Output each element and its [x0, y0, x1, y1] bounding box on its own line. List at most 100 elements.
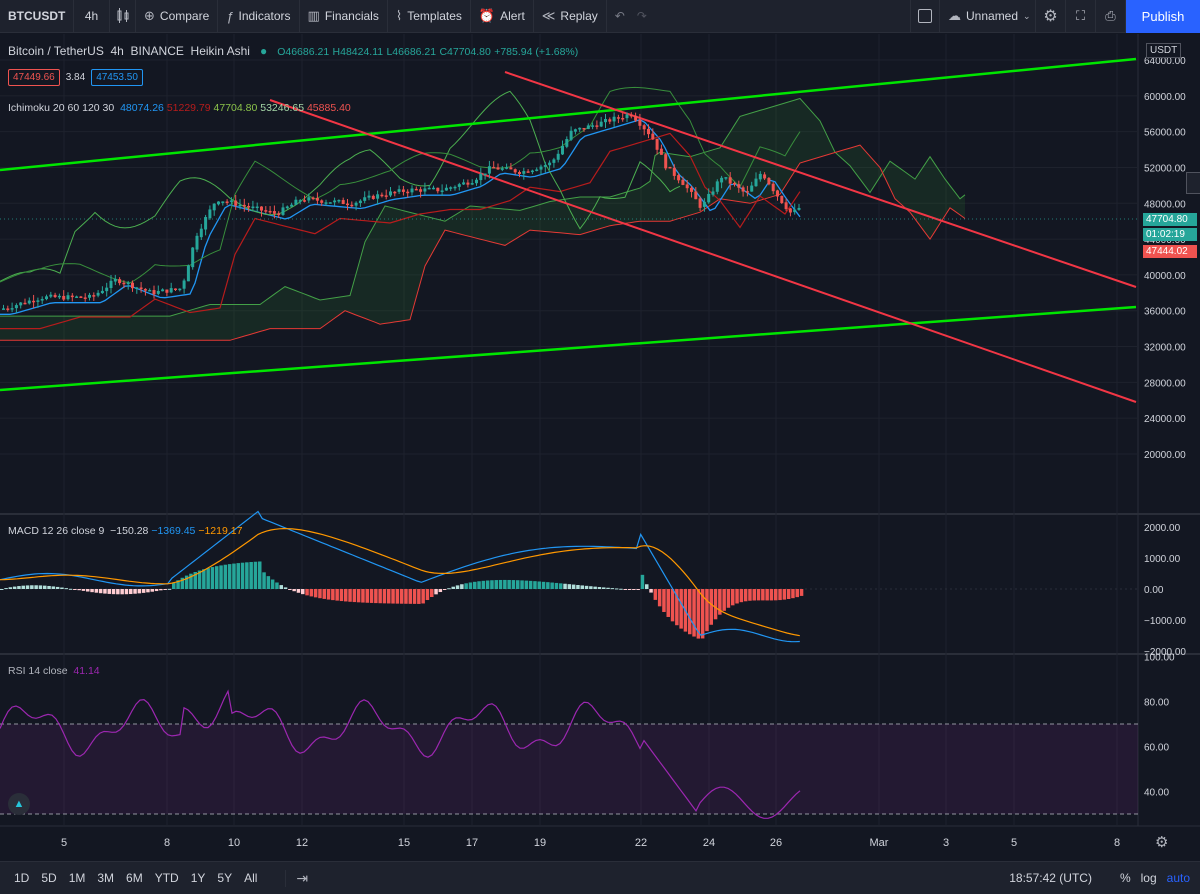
axis-settings-icon[interactable]: ⚙	[1155, 834, 1169, 851]
range-5d[interactable]: 5D	[41, 871, 57, 885]
candle-body	[780, 195, 784, 204]
layout-name-button[interactable]: ☁ Unnamed ⌄	[940, 0, 1036, 33]
candle-body	[492, 166, 496, 169]
candle-body	[629, 114, 633, 117]
macd-histogram-bar	[38, 585, 43, 589]
macd-histogram-bar	[722, 589, 726, 611]
price-tick-label: 36000.00	[1144, 307, 1186, 318]
interval-button[interactable]: 4h	[74, 0, 110, 33]
tradingview-logo-icon[interactable]: ▲	[8, 793, 30, 815]
green-upper-trendline	[0, 57, 1137, 172]
templates-button[interactable]: ⌇ Templates	[388, 0, 471, 33]
macd-histogram-bar	[236, 563, 240, 589]
price-tick-label: 52000.00	[1144, 163, 1186, 174]
macd-histogram-bar	[288, 589, 292, 590]
compare-button[interactable]: ⊕ Compare	[136, 0, 219, 33]
symbol-search-button[interactable]: BTCUSDT	[0, 0, 74, 33]
percent-toggle[interactable]: %	[1119, 871, 1131, 885]
macd-histogram-bar	[614, 588, 619, 590]
macd-histogram-bar	[68, 588, 73, 590]
financials-button[interactable]: ▥ Financials	[300, 0, 388, 33]
macd-histogram-bar	[47, 585, 51, 589]
macd-histogram-bar	[576, 584, 580, 589]
candle-body	[247, 206, 251, 208]
currency-label[interactable]: USDT	[1146, 43, 1182, 58]
macd-histogram-bar	[503, 579, 507, 589]
chart-style-button[interactable]	[110, 0, 136, 33]
price-tick-label: 28000.00	[1144, 378, 1186, 389]
macd-histogram-bar	[662, 589, 666, 612]
macd-legend[interactable]: MACD 12 26 close 9 −150.28 −1369.45 −121…	[8, 525, 242, 537]
candle-body	[161, 289, 165, 292]
macd-histogram-bar	[451, 586, 455, 589]
time-tick-label: 26	[770, 837, 782, 849]
log-toggle[interactable]: log	[1140, 871, 1157, 885]
ichimoku-legend[interactable]: Ichimoku 20 60 120 30 48074.26 51229.79 …	[8, 102, 351, 114]
macd-histogram-bar	[468, 582, 473, 589]
scroll-to-realtime-button[interactable]	[1186, 172, 1200, 194]
rewind-icon: ≪	[541, 8, 556, 23]
settings-button[interactable]: ⚙	[1036, 0, 1066, 33]
range-1m[interactable]: 1M	[68, 871, 86, 885]
candle-body	[6, 308, 10, 310]
replay-button[interactable]: ≪ Replay	[534, 0, 607, 33]
candle-body	[303, 200, 306, 202]
macd-histogram-bar	[713, 589, 718, 620]
goto-date-icon[interactable]: ⇥	[285, 869, 308, 887]
macd-histogram-bar	[34, 585, 38, 589]
chart-canvas[interactable]: 64000.0060000.0056000.0052000.0048000.00…	[0, 34, 1200, 860]
range-ytd[interactable]: YTD	[154, 871, 179, 885]
candle-body	[634, 115, 638, 121]
range-6m[interactable]: 6M	[126, 871, 143, 885]
publish-button[interactable]: Publish	[1126, 0, 1200, 33]
macd-histogram-bar	[791, 589, 795, 599]
range-1d[interactable]: 1D	[14, 871, 30, 885]
macd-histogram-bar	[782, 589, 787, 600]
macd-histogram-bar	[172, 583, 176, 589]
macd-histogram-bar	[262, 572, 266, 589]
bid-price-button[interactable]: 47449.66	[8, 69, 60, 86]
range-all[interactable]: All	[244, 871, 258, 885]
utc-clock[interactable]: 18:57:42 (UTC)	[1009, 871, 1092, 885]
candle-body	[62, 295, 66, 300]
candle-body	[135, 287, 139, 289]
candle-body	[384, 195, 388, 197]
redo-icon[interactable]: ↷	[636, 9, 647, 23]
alert-button[interactable]: ⏰ Alert	[471, 0, 534, 33]
candle-body	[268, 210, 272, 213]
indicators-button[interactable]: ƒ Indicators	[218, 0, 300, 33]
candle-body	[599, 121, 603, 127]
macd-histogram-bar	[464, 583, 468, 589]
rsi-legend[interactable]: RSI 14 close 41.14	[8, 665, 100, 677]
range-3m[interactable]: 3M	[97, 871, 115, 885]
ask-price-button[interactable]: 47453.50	[91, 69, 143, 86]
undo-icon[interactable]: ↶	[614, 9, 625, 23]
market-status-dot: ●	[259, 44, 268, 58]
ichimoku-base: 51229.79	[166, 102, 211, 114]
candle-body	[548, 162, 552, 166]
macd-histogram-bar	[232, 563, 236, 589]
macd-histogram-bar	[593, 586, 597, 589]
candle-body	[664, 154, 668, 169]
macd-histogram-bar	[141, 589, 146, 593]
candle-body	[414, 188, 418, 191]
range-1y[interactable]: 1Y	[190, 871, 206, 885]
snapshot-button[interactable]: ⎙	[1096, 0, 1126, 33]
range-5y[interactable]: 5Y	[217, 871, 233, 885]
symbol-title[interactable]: Bitcoin / TetherUS	[8, 44, 104, 58]
candle-body	[255, 206, 259, 209]
fullscreen-button[interactable]: ⛶	[1066, 0, 1096, 33]
candle-body	[315, 198, 319, 201]
interval-label: 4h	[84, 9, 99, 23]
candle-body	[238, 204, 242, 207]
main-legend: Bitcoin / TetherUS 4h BINANCE Heikin Ash…	[8, 44, 578, 58]
multi-chart-layout-button[interactable]	[910, 0, 940, 33]
macd-histogram-bar	[692, 589, 696, 637]
legend-exchange: BINANCE	[130, 44, 184, 58]
candle-body	[350, 204, 354, 207]
auto-toggle[interactable]: auto	[1166, 871, 1190, 885]
candle-body	[277, 213, 281, 216]
candle-body	[70, 295, 74, 298]
chart-area[interactable]: 64000.00 60000.00 56000.00 52000.00 48000.00…	[0, 34, 1200, 860]
candle-body	[479, 173, 483, 181]
